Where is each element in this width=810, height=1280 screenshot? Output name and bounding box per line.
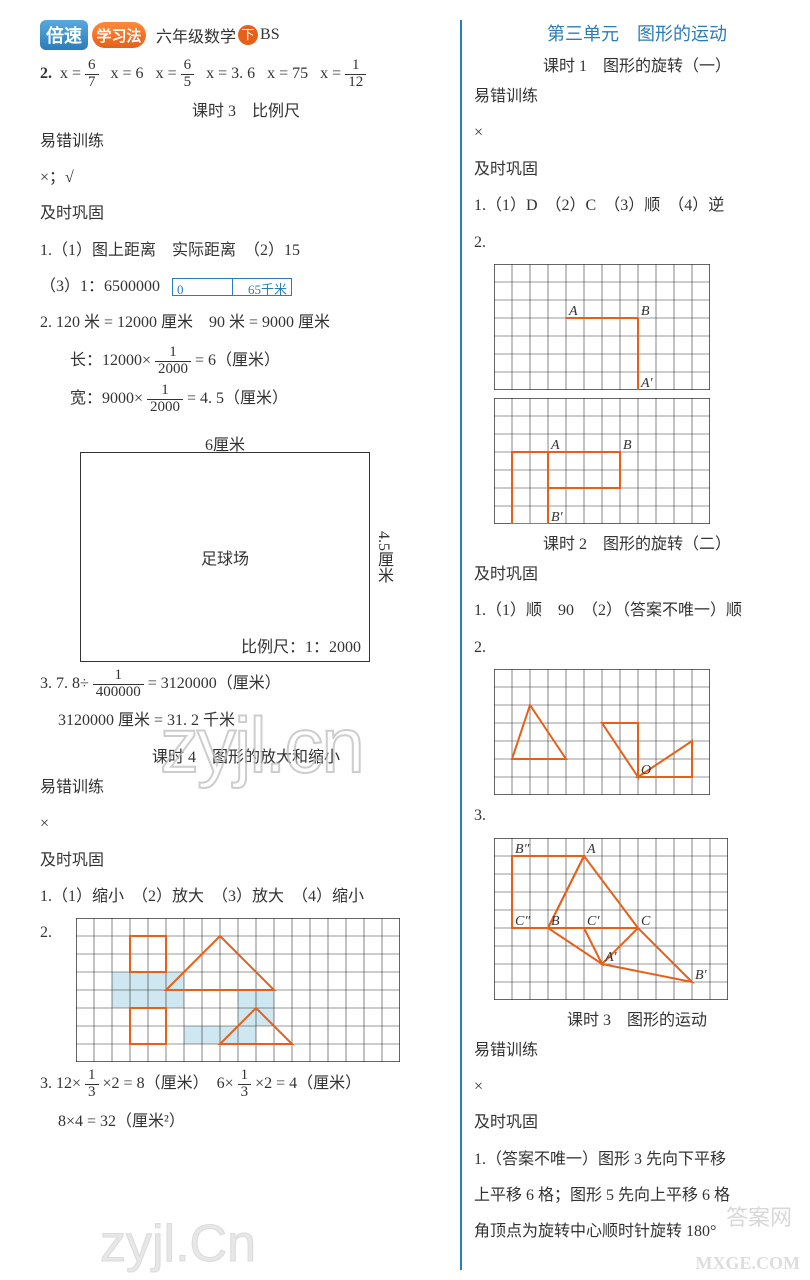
r-lesson3: 课时 3 图形的运动: [474, 1006, 800, 1030]
r2-q2: 2.: [474, 633, 800, 663]
left-column: 倍速 学习法 六年级数学 下 BS 2. x = 67 x = 6 x = 65…: [40, 20, 460, 1270]
l4-q1: 1.（1）缩小 （2）放大 （3）放大 （4）缩小: [40, 882, 452, 912]
svg-text:A: A: [550, 438, 560, 453]
r2-consol: 及时巩固: [474, 560, 800, 590]
svg-text:A′: A′: [640, 376, 654, 390]
q2-fractions: 2. x = 67 x = 6 x = 65 x = 3. 6 x = 75 x…: [40, 58, 452, 91]
box-right-label: 4.5厘米: [371, 453, 395, 661]
lesson3-title: 课时 3 比例尺: [40, 97, 452, 121]
svg-text:A′: A′: [604, 950, 618, 965]
r3-err-ans: ×: [474, 1072, 800, 1102]
rotation-grid-2: A B B′: [494, 398, 710, 524]
bs-label: BS: [260, 26, 280, 44]
l4-q3: 3. 12× 13 ×2 = 8（厘米） 6× 13 ×2 = 4（厘米）: [40, 1068, 452, 1101]
box-top-label: 6厘米: [81, 431, 369, 455]
r-q1: 1.（1）D （2）C （3）顺 （4）逆: [474, 191, 800, 221]
err-label: 易错训练: [40, 127, 452, 157]
rotation-grid-1: ABA′·: [494, 264, 710, 390]
box-center-label: 足球场: [201, 545, 249, 569]
header-bar: 倍速 学习法 六年级数学 下 BS: [40, 20, 452, 50]
l4-q4: 8×4 = 32（厘米²）: [40, 1107, 452, 1137]
l3-q2a: 2. 120 米 = 12000 厘米 90 米 = 9000 厘米: [40, 308, 452, 338]
svg-text:B: B: [551, 914, 560, 929]
err4-ans: ×: [40, 809, 452, 839]
svg-text:·: ·: [641, 304, 645, 319]
football-diagram: 6厘米 4.5厘米 足球场 比例尺：1：2000: [80, 452, 370, 662]
grade-label: 六年级数学: [156, 23, 236, 47]
l3-q1b: （3）1：6500000 0 65千米: [40, 272, 452, 302]
svg-text:B″: B″: [515, 842, 530, 857]
svg-text:B′: B′: [551, 510, 564, 524]
svg-text:O: O: [641, 763, 651, 778]
r3-consol: 及时巩固: [474, 1108, 800, 1138]
svg-text:C: C: [641, 914, 651, 929]
rotation-grid-4: A B C A′ B′ C′ B″ C″: [494, 838, 728, 1000]
svg-text:C′: C′: [587, 914, 600, 929]
lesson4-title: 课时 4 图形的放大和缩小: [40, 743, 452, 767]
consol-label: 及时巩固: [40, 199, 452, 229]
svg-text:A: A: [586, 842, 596, 857]
r2-q3: 3.: [474, 801, 800, 831]
logo-beisu: 倍速: [40, 20, 88, 50]
logo-xuexifa: 学习法: [92, 22, 146, 48]
l3-q1: 1.（1）图上距离 实际距离 （2）15: [40, 236, 452, 266]
r-err-label: 易错训练: [474, 82, 800, 112]
r3-b1: 1.（答案不唯一）图形 3 先向下平移: [474, 1145, 800, 1175]
scale-ruler: 0 65千米: [172, 278, 292, 296]
l3-q3a: 3. 7. 8÷ 1400000 = 3120000（厘米）: [40, 668, 452, 701]
r-consol: 及时巩固: [474, 155, 800, 185]
unit-title: 第三单元 图形的运动: [474, 20, 800, 46]
shapes-grid: [76, 918, 400, 1062]
r2-q1: 1.（1）顺 90 （2）（答案不唯一）顺: [474, 596, 800, 626]
r3-err-label: 易错训练: [474, 1036, 800, 1066]
watermark-2: zyjl.Cn: [100, 1214, 256, 1274]
watermark-mx: MXGE.COM: [696, 1253, 800, 1274]
svg-text:B′: B′: [695, 968, 708, 983]
l3-q2b: 长：12000× 12000 = 6（厘米）: [40, 345, 452, 378]
down-badge: 下: [238, 25, 258, 45]
svg-text:B: B: [623, 438, 632, 453]
svg-text:C″: C″: [515, 914, 530, 929]
err-ans: ×；√: [40, 163, 452, 193]
r-lesson1: 课时 1 图形的旋转（一）: [474, 52, 800, 76]
l4-q2: 2.: [40, 918, 452, 1062]
consol4-label: 及时巩固: [40, 846, 452, 876]
svg-text:A: A: [568, 304, 578, 319]
rotation-grid-3: O: [494, 669, 710, 795]
r-lesson2: 课时 2 图形的旋转（二）: [474, 530, 800, 554]
r-err-ans: ×: [474, 118, 800, 148]
err4-label: 易错训练: [40, 773, 452, 803]
right-column: 第三单元 图形的运动 课时 1 图形的旋转（一） 易错训练 × 及时巩固 1.（…: [460, 20, 800, 1270]
l3-q2c: 宽：9000× 12000 = 4. 5（厘米）: [40, 383, 452, 416]
box-scale-label: 比例尺：1：2000: [241, 633, 361, 657]
l3-q3b: 3120000 厘米 = 31. 2 千米: [40, 706, 452, 736]
r-q2: 2.: [474, 228, 800, 258]
answer-badge: 答案网: [726, 1200, 792, 1232]
